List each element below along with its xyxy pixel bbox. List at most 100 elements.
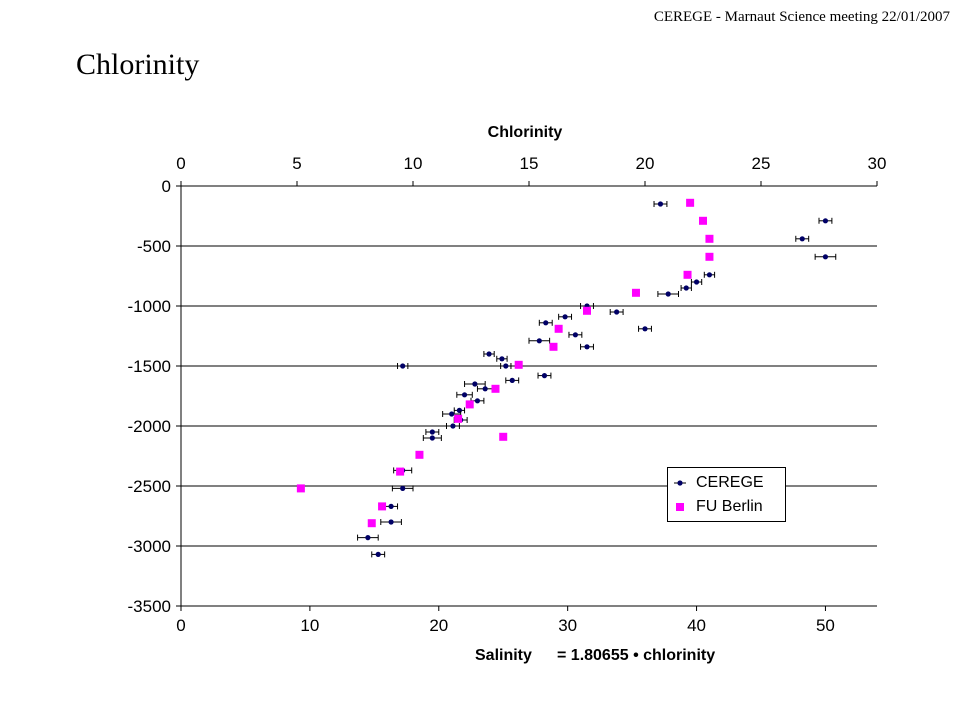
cerege-point [456,391,473,398]
fu-berlin-marker [499,432,508,441]
fu-berlin-marker [583,306,591,315]
cerege-marker [799,236,805,242]
cerege-marker [388,519,394,525]
cerege-marker [562,314,568,320]
cerege-marker [365,535,371,541]
cerege-point [680,285,692,291]
fu-berlin-marker [296,484,305,493]
cerege-marker [456,407,462,413]
fu-berlin-marker [683,270,692,279]
cerege-marker [536,338,542,344]
cerege-point [528,337,551,344]
cerege-point [496,355,508,362]
cerege-point [609,309,624,315]
cerege-marker [499,356,505,362]
x-tick-label: 20 [429,616,448,635]
legend-marker-cerege [668,472,692,494]
cerege-marker [388,503,394,509]
cerege-point [537,372,552,379]
y-tick-label: -3500 [128,597,171,616]
cerege-point [500,363,512,369]
cerege-point [818,217,833,224]
cerege-marker [472,381,478,387]
fu-berlin-marker [454,414,463,423]
cerege-marker [400,485,406,491]
cerege-marker [461,392,468,398]
cerege-marker [503,363,509,369]
legend: CEREGE FU Berlin [667,467,786,522]
y-tick-label: -3000 [128,537,171,556]
meeting-header: CEREGE - Marnaut Science meeting 22/01/2… [653,9,950,25]
y-tick-label: -1000 [128,297,171,316]
cerege-marker [572,332,579,338]
bottom-axis-title: Salinity [475,647,532,664]
cerege-marker [584,344,590,350]
cerege-point [690,279,703,285]
cerege-marker [474,398,481,404]
x2-tick-label: 0 [176,154,185,173]
cerege-marker [642,326,648,332]
x2-tick-label: 20 [636,154,655,173]
cerege-point [380,519,402,525]
y-tick-label: -2500 [128,477,171,496]
cerege-point [422,435,442,441]
fu-berlin-marker [705,252,714,261]
slide-title: Chlorinity [76,48,200,81]
cerege-marker [400,363,406,369]
cerege-point [464,381,486,387]
x-tick-label: 50 [816,616,835,635]
cerege-point [476,385,494,392]
y-tick-label: -1500 [128,357,171,376]
legend-item-cerege: CEREGE [668,472,764,494]
cerege-point [653,201,668,207]
cerege-marker [375,551,381,558]
cerege-point [558,313,573,320]
cerege-point [703,271,716,278]
cerege-point [657,291,680,297]
cerege-marker [429,435,435,441]
cerege-point [580,343,594,350]
series-fu-berlin [296,198,714,528]
x2-tick-label: 10 [404,154,423,173]
cerege-point [795,235,810,242]
fu-berlin-marker [378,502,387,511]
x-tick-label: 10 [300,616,319,635]
cerege-point [505,377,520,384]
x-tick-label: 40 [687,616,706,635]
fu-berlin-marker [367,519,376,528]
cerege-marker [706,272,713,278]
cerege-marker [543,320,549,326]
axes [176,181,878,611]
cerege-point [425,429,440,435]
x2-tick-label: 5 [292,154,301,173]
cerege-marker [541,373,548,379]
tick-labels: 0 -500 -1000 -1500 -2000 -2500 -3000 -3500 0 10 20… [128,154,887,635]
cerege-marker [429,429,435,435]
fu-berlin-marker [631,288,640,297]
x-tick-label: 0 [176,616,185,635]
cerege-marker [450,423,456,429]
legend-marker-fu-berlin [668,496,692,518]
cerege-point [446,423,460,429]
cerege-point [384,503,399,510]
x2-tick-label: 30 [868,154,887,173]
fu-berlin-marker [415,450,424,459]
cerege-point [483,351,495,357]
fu-berlin-marker [554,324,563,333]
cerege-marker [509,377,515,383]
cerege-marker [482,386,488,392]
fu-berlin-marker [705,234,714,243]
fu-berlin-marker [549,342,558,351]
top-axis-title: Chlorinity [488,124,563,141]
cerege-marker [486,351,492,357]
legend-label-cerege: CEREGE [696,474,764,491]
cerege-marker [822,218,829,224]
y-tick-label: 0 [162,177,171,196]
cerege-marker [449,411,455,417]
cerege-point [442,411,462,417]
fu-berlin-marker [514,360,523,369]
cerege-marker [614,309,620,315]
cerege-point [391,485,414,492]
fu-berlin-marker [465,400,474,409]
fu-berlin-marker [686,198,695,207]
